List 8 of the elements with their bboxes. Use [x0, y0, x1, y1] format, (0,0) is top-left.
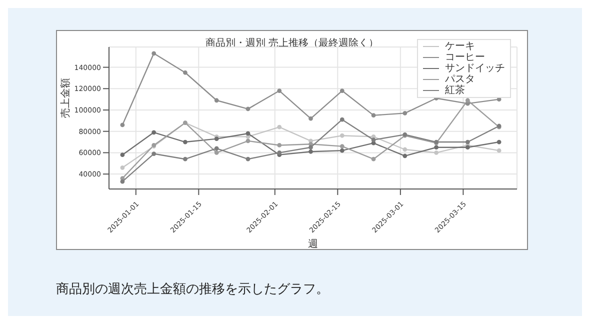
legend-label: ケーキ — [444, 41, 476, 52]
legend-label: サンドイッチ — [444, 63, 505, 74]
legend-label: パスタ — [444, 74, 476, 85]
y-axis-title: 売上金額 — [60, 78, 72, 118]
x-axis-title: 週 — [308, 239, 318, 250]
legend-label: コーヒー — [444, 52, 486, 63]
legend-label: 紅茶 — [444, 85, 466, 96]
text: 商品別の週次売上金額の推移を示したグラフ。 — [56, 281, 329, 298]
